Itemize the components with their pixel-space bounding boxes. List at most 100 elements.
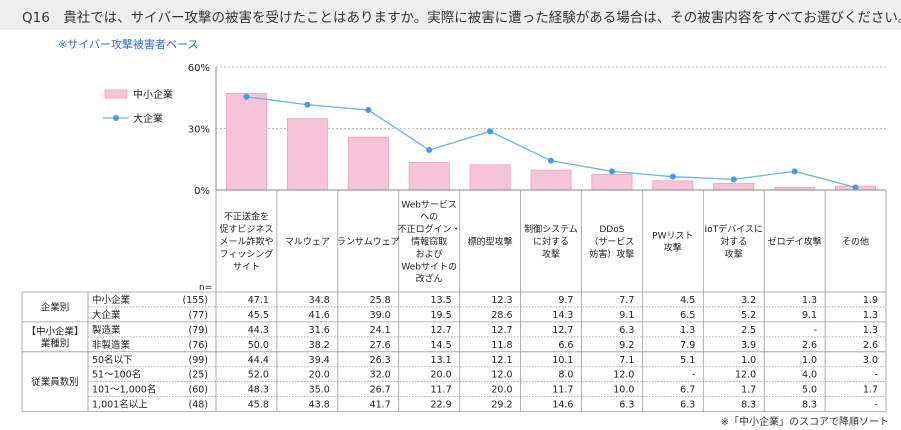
table-cell: 31.6 xyxy=(309,325,330,336)
table-cell: 45.8 xyxy=(248,400,269,411)
table-cell: 8.3 xyxy=(741,400,756,411)
table-cell: 9.7 xyxy=(558,295,573,306)
question-title: Q16 貴社では、サイバー攻撃の被害を受けたことはありますか。実際に被害に遭った… xyxy=(22,10,901,26)
base-note: ※サイバー攻撃被害者ベース xyxy=(58,38,199,51)
row-name: 中小企業 xyxy=(92,294,131,306)
table-cell: 41.7 xyxy=(370,400,391,411)
category-label: マルウェア xyxy=(285,237,330,248)
table-cell: 8.0 xyxy=(558,370,573,381)
table-cell: 7.7 xyxy=(619,295,634,306)
table-cell: 8.3 xyxy=(802,400,817,411)
category-label: 不正送金を促すビジネスメール詐欺やフィッシングサイト xyxy=(219,211,273,273)
row-name: 非製造業 xyxy=(92,339,131,351)
row-name: 大企業 xyxy=(92,309,121,321)
category-label: IoTデバイスに対する攻撃 xyxy=(705,223,763,260)
table-cell: 2.6 xyxy=(802,340,817,351)
table-cell: 50.0 xyxy=(248,340,269,351)
table-cell: 12.7 xyxy=(430,325,451,336)
row-n: (79) xyxy=(188,325,208,336)
table-cell: 3.2 xyxy=(741,295,756,306)
table-cell: 12.3 xyxy=(491,295,512,306)
table-cell: 7.9 xyxy=(680,340,695,351)
y-tick-label: 60% xyxy=(188,63,210,74)
table-cell: 20.0 xyxy=(309,370,330,381)
table-cell: 6.3 xyxy=(619,325,634,336)
table-cell: 6.3 xyxy=(680,400,695,411)
y-tick-label: 0% xyxy=(194,186,210,197)
line-point xyxy=(304,101,311,108)
table-cell: 6.7 xyxy=(680,385,695,396)
table-cell: 44.4 xyxy=(248,355,269,366)
line-point xyxy=(243,93,250,100)
table-cell: 45.5 xyxy=(248,310,269,321)
table-cell: 1.3 xyxy=(802,295,817,306)
line-point xyxy=(548,157,554,164)
line-point xyxy=(365,107,372,114)
table-cell: 25.8 xyxy=(370,295,391,306)
table-cell: 19.5 xyxy=(430,310,451,321)
table-cell: 14.6 xyxy=(552,400,573,411)
category-label: Webサービスへの不正ログイン・情報窃取および Webサイトの改ざん xyxy=(398,199,461,284)
table-cell: 7.1 xyxy=(619,355,634,366)
table-cell: 12.7 xyxy=(491,325,512,336)
table-cell: 1.3 xyxy=(863,310,878,321)
line-point xyxy=(608,168,615,175)
n-label: n= xyxy=(199,283,212,293)
line-point xyxy=(426,147,433,154)
table-cell: 9.2 xyxy=(619,340,634,351)
line-point xyxy=(669,173,676,180)
table-cell: 39.0 xyxy=(370,310,391,321)
row-n: (60) xyxy=(188,385,208,396)
table-cell: 5.1 xyxy=(680,355,695,366)
group-label: 企業別 xyxy=(41,301,70,313)
table-cell: - xyxy=(692,370,695,381)
table-cell: 6.6 xyxy=(558,340,573,351)
table-cell: 5.0 xyxy=(802,385,817,396)
table-cell: 1.0 xyxy=(802,355,817,366)
group-label: 業種別 xyxy=(41,337,70,349)
legend-label-bar: 中小企業 xyxy=(133,88,173,101)
table-cell: 28.6 xyxy=(491,310,512,321)
y-tick-label: 30% xyxy=(188,125,210,136)
table-cell: 1.7 xyxy=(741,385,756,396)
table-cell: 29.2 xyxy=(491,400,512,411)
line-point xyxy=(487,128,494,135)
table-cell: 13.5 xyxy=(430,295,451,306)
row-name: 1,001名以上 xyxy=(92,399,148,411)
table-cell: 10.1 xyxy=(552,355,573,366)
line-point xyxy=(791,168,798,175)
table-cell: 34.8 xyxy=(309,295,330,306)
table-cell: 27.6 xyxy=(370,340,391,351)
table-cell: 12.1 xyxy=(491,355,512,366)
row-name: 51～100名 xyxy=(92,369,141,381)
table-cell: 12.0 xyxy=(491,370,512,381)
row-n: (48) xyxy=(188,400,208,411)
table-cell: 35.0 xyxy=(309,385,330,396)
table-cell: 52.0 xyxy=(248,370,269,381)
table-cell: - xyxy=(814,325,817,336)
line-point xyxy=(852,184,859,191)
row-n: (155) xyxy=(182,295,208,306)
group-label: 従業員数別 xyxy=(31,376,79,388)
table-cell: 14.3 xyxy=(552,310,573,321)
question-header xyxy=(0,0,901,30)
bar xyxy=(286,118,328,191)
category-label: ランサムウェア xyxy=(337,237,400,248)
table-cell: 6.5 xyxy=(680,310,695,321)
table-cell: 13.1 xyxy=(430,355,451,366)
row-n: (76) xyxy=(188,340,208,351)
table-cell: 12.0 xyxy=(735,370,756,381)
table-cell: - xyxy=(875,370,878,381)
line-point xyxy=(730,176,737,183)
table-cell: 1.0 xyxy=(741,355,756,366)
bar xyxy=(530,169,572,191)
row-n: (99) xyxy=(188,355,208,366)
table-cell: 1.3 xyxy=(863,325,878,336)
table-cell: 41.6 xyxy=(309,310,330,321)
table-cell: 20.0 xyxy=(430,370,451,381)
table-cell: 39.4 xyxy=(309,355,330,366)
bar xyxy=(591,173,633,191)
table-cell: 1.3 xyxy=(680,325,695,336)
table-cell: 24.1 xyxy=(370,325,391,336)
